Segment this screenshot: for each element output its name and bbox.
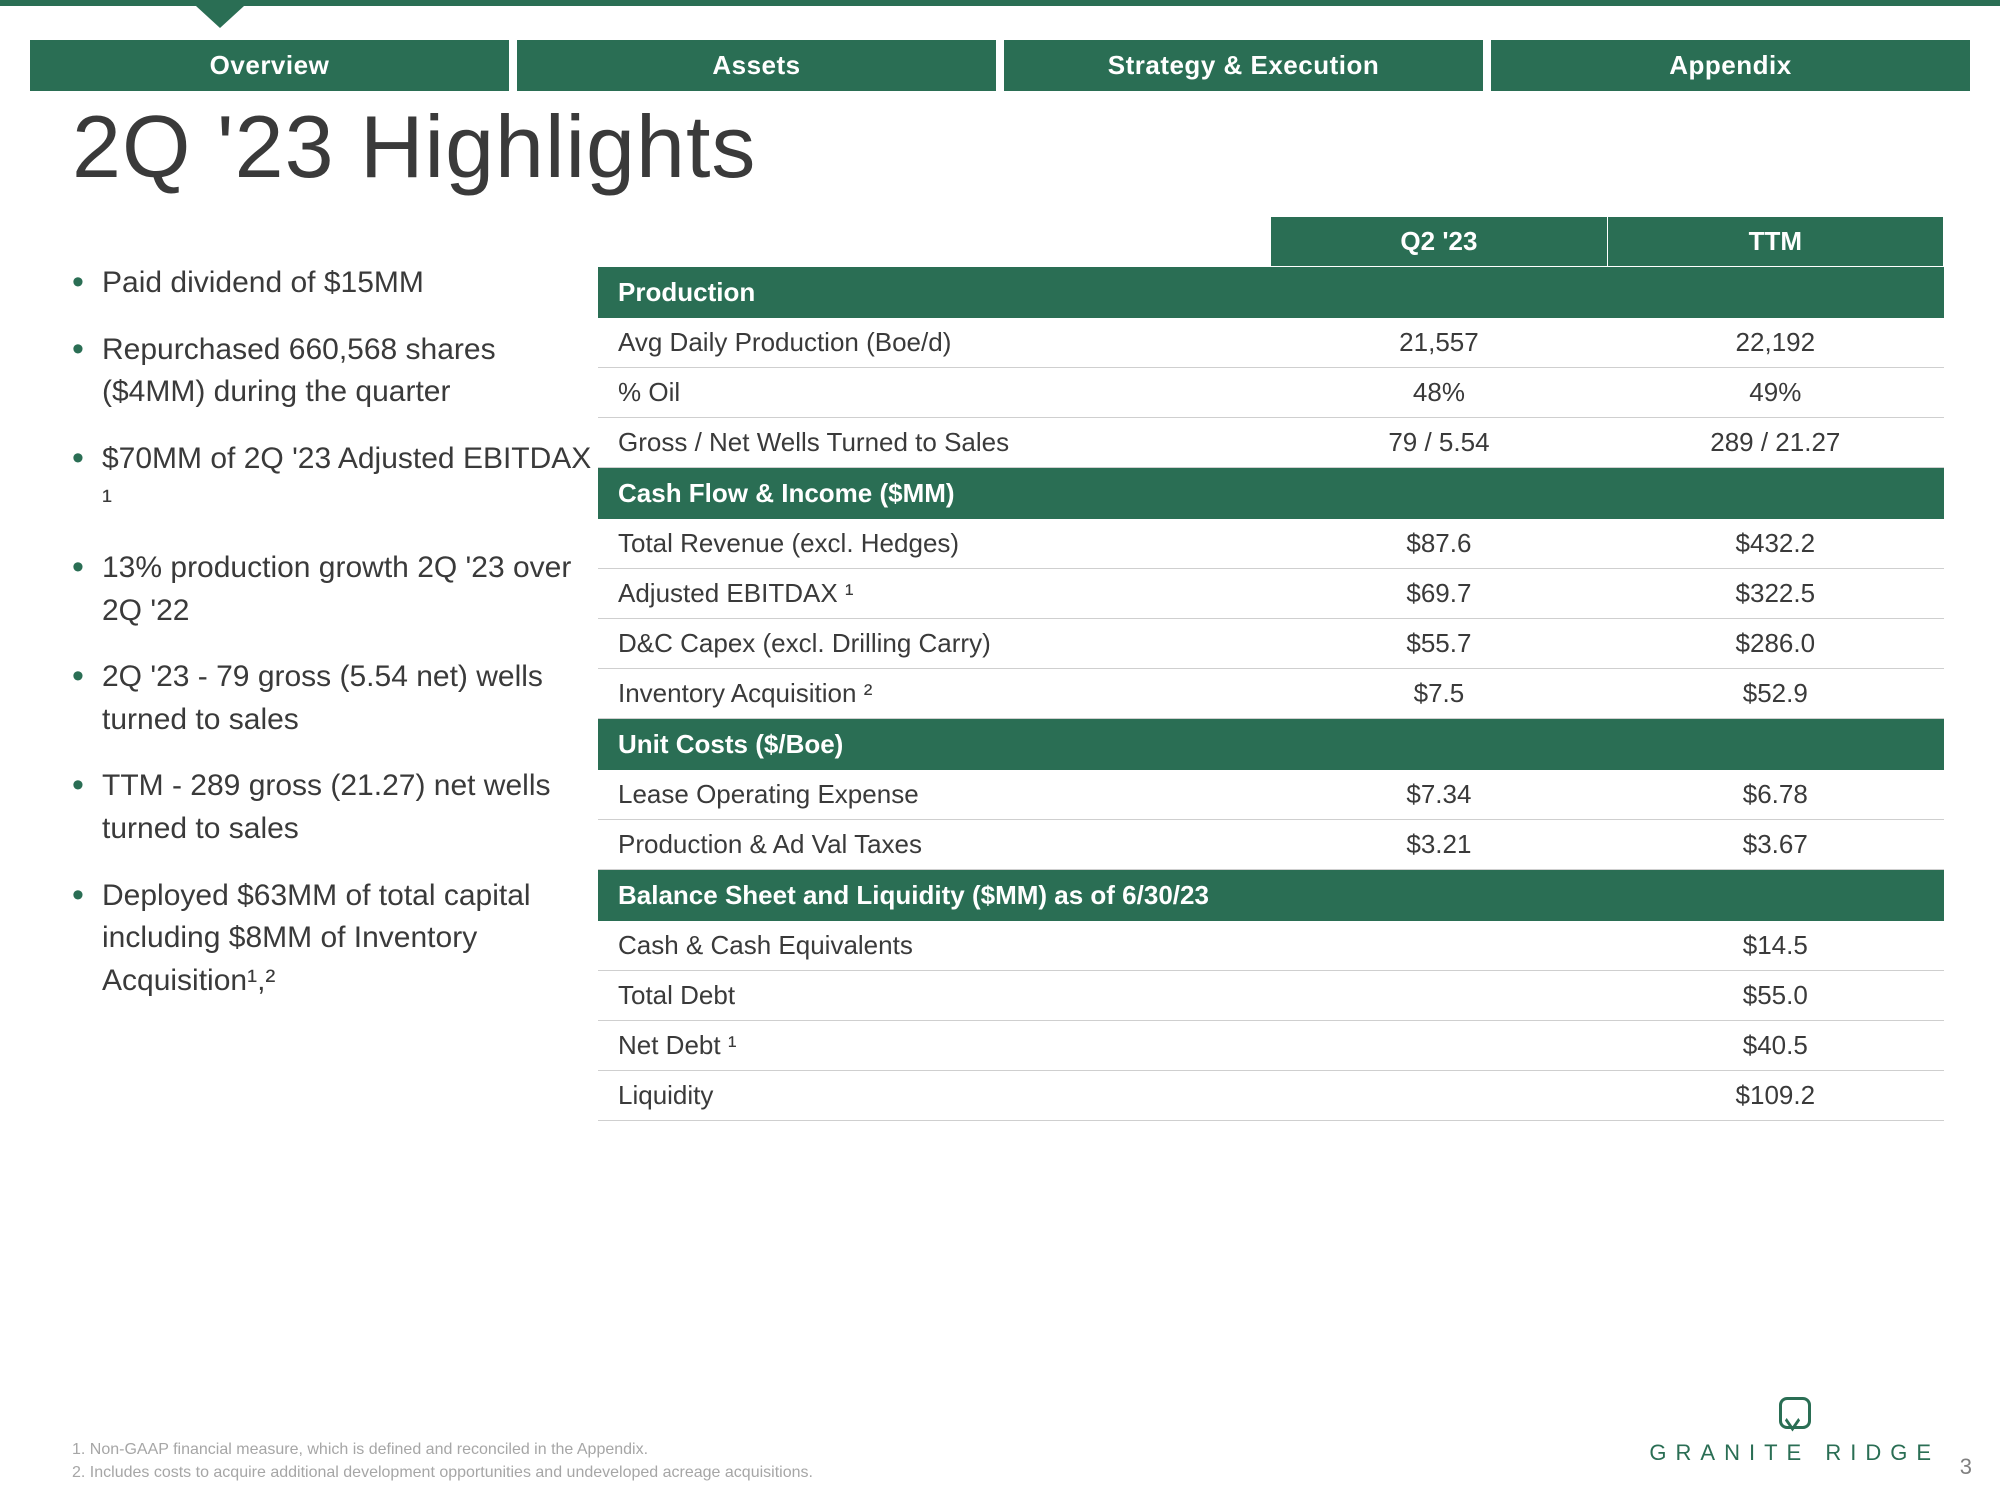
footnotes: 1. Non-GAAP financial measure, which is … bbox=[72, 1439, 813, 1484]
row-q2: 21,557 bbox=[1271, 318, 1607, 368]
row-ttm: 22,192 bbox=[1607, 318, 1943, 368]
row-q2: 79 / 5.54 bbox=[1271, 418, 1607, 468]
table-row: Adjusted EBITDAX ¹$69.7$322.5 bbox=[598, 569, 1944, 619]
row-q2: $7.5 bbox=[1271, 669, 1607, 719]
row-q2: 48% bbox=[1271, 368, 1607, 418]
row-ttm: $109.2 bbox=[1607, 1071, 1943, 1121]
table-row: Total Debt $55.0 bbox=[598, 971, 1944, 1021]
table-row: Cash & Cash Equivalents $14.5 bbox=[598, 921, 1944, 971]
active-tab-pointer bbox=[196, 6, 244, 28]
table-row: Gross / Net Wells Turned to Sales79 / 5.… bbox=[598, 418, 1944, 468]
row-label: % Oil bbox=[598, 368, 1271, 418]
tab-strategy[interactable]: Strategy & Execution bbox=[1004, 40, 1483, 91]
row-label: Adjusted EBITDAX ¹ bbox=[598, 569, 1271, 619]
metrics-table: Q2 '23 TTM Production Avg Daily Producti… bbox=[598, 216, 1944, 1121]
col-blank bbox=[598, 217, 1271, 267]
list-item: 2Q '23 - 79 gross (5.54 net) wells turne… bbox=[72, 656, 592, 741]
row-label: Liquidity bbox=[598, 1071, 1271, 1121]
metrics-tbody: Production Avg Daily Production (Boe/d)2… bbox=[598, 267, 1944, 1121]
list-item: Paid dividend of $15MM bbox=[72, 262, 592, 305]
row-q2: $87.6 bbox=[1271, 519, 1607, 569]
brand-name: GRANITE RIDGE bbox=[1649, 1440, 1940, 1465]
footnote-1: 1. Non-GAAP financial measure, which is … bbox=[72, 1439, 813, 1461]
row-q2: $69.7 bbox=[1271, 569, 1607, 619]
nav-tabs: Overview Assets Strategy & Execution App… bbox=[0, 40, 2000, 91]
row-q2: $55.7 bbox=[1271, 619, 1607, 669]
row-ttm: $52.9 bbox=[1607, 669, 1943, 719]
section-header: Balance Sheet and Liquidity ($MM) as of … bbox=[598, 870, 1944, 922]
row-q2 bbox=[1271, 921, 1607, 971]
row-label: Inventory Acquisition ² bbox=[598, 669, 1271, 719]
tab-assets[interactable]: Assets bbox=[517, 40, 996, 91]
row-label: Total Revenue (excl. Hedges) bbox=[598, 519, 1271, 569]
table-row: Net Debt ¹ $40.5 bbox=[598, 1021, 1944, 1071]
table-row: Total Revenue (excl. Hedges)$87.6$432.2 bbox=[598, 519, 1944, 569]
row-ttm: 289 / 21.27 bbox=[1607, 418, 1943, 468]
list-item: Deployed $63MM of total capital includin… bbox=[72, 875, 592, 1003]
table-row: % Oil48%49% bbox=[598, 368, 1944, 418]
row-ttm: $3.67 bbox=[1607, 820, 1943, 870]
row-label: Avg Daily Production (Boe/d) bbox=[598, 318, 1271, 368]
tab-appendix[interactable]: Appendix bbox=[1491, 40, 1970, 91]
row-ttm: $6.78 bbox=[1607, 770, 1943, 820]
table-row: D&C Capex (excl. Drilling Carry)$55.7$28… bbox=[598, 619, 1944, 669]
row-q2 bbox=[1271, 1071, 1607, 1121]
row-label: Production & Ad Val Taxes bbox=[598, 820, 1271, 870]
table-row: Liquidity $109.2 bbox=[598, 1071, 1944, 1121]
list-item: $70MM of 2Q '23 Adjusted EBITDAX ¹ bbox=[72, 438, 592, 523]
row-q2 bbox=[1271, 971, 1607, 1021]
list-item: Repurchased 660,568 shares ($4MM) during… bbox=[72, 329, 592, 414]
row-label: D&C Capex (excl. Drilling Carry) bbox=[598, 619, 1271, 669]
table-row: Lease Operating Expense$7.34$6.78 bbox=[598, 770, 1944, 820]
table-header-row: Q2 '23 TTM bbox=[598, 217, 1944, 267]
table-row: Inventory Acquisition ²$7.5$52.9 bbox=[598, 669, 1944, 719]
col-q2: Q2 '23 bbox=[1271, 217, 1607, 267]
row-ttm: $55.0 bbox=[1607, 971, 1943, 1021]
row-ttm: 49% bbox=[1607, 368, 1943, 418]
row-ttm: $14.5 bbox=[1607, 921, 1943, 971]
row-ttm: $322.5 bbox=[1607, 569, 1943, 619]
footnote-2: 2. Includes costs to acquire additional … bbox=[72, 1462, 813, 1484]
row-label: Gross / Net Wells Turned to Sales bbox=[598, 418, 1271, 468]
page-number: 3 bbox=[1960, 1454, 1972, 1480]
col-ttm: TTM bbox=[1607, 217, 1943, 267]
table-row: Production & Ad Val Taxes$3.21$3.67 bbox=[598, 820, 1944, 870]
page-title: 2Q '23 Highlights bbox=[72, 96, 756, 198]
section-header: Production bbox=[598, 267, 1944, 319]
row-q2: $3.21 bbox=[1271, 820, 1607, 870]
row-label: Total Debt bbox=[598, 971, 1271, 1021]
row-label: Cash & Cash Equivalents bbox=[598, 921, 1271, 971]
tab-overview[interactable]: Overview bbox=[30, 40, 509, 91]
row-label: Net Debt ¹ bbox=[598, 1021, 1271, 1071]
highlight-bullets: Paid dividend of $15MM Repurchased 660,5… bbox=[72, 262, 592, 1026]
row-ttm: $286.0 bbox=[1607, 619, 1943, 669]
row-q2: $7.34 bbox=[1271, 770, 1607, 820]
list-item: 13% production growth 2Q '23 over 2Q '22 bbox=[72, 547, 592, 632]
row-q2 bbox=[1271, 1021, 1607, 1071]
section-header: Unit Costs ($/Boe) bbox=[598, 719, 1944, 771]
row-ttm: $40.5 bbox=[1607, 1021, 1943, 1071]
row-ttm: $432.2 bbox=[1607, 519, 1943, 569]
section-header: Cash Flow & Income ($MM) bbox=[598, 468, 1944, 520]
top-rule bbox=[0, 0, 2000, 6]
metrics-table-wrap: Q2 '23 TTM Production Avg Daily Producti… bbox=[598, 216, 1944, 1121]
row-label: Lease Operating Expense bbox=[598, 770, 1271, 820]
list-item: TTM - 289 gross (21.27) net wells turned… bbox=[72, 765, 592, 850]
table-row: Avg Daily Production (Boe/d)21,55722,192 bbox=[598, 318, 1944, 368]
brand-logo-icon bbox=[1779, 1397, 1811, 1429]
brand-block: GRANITE RIDGE bbox=[1649, 1397, 1940, 1466]
